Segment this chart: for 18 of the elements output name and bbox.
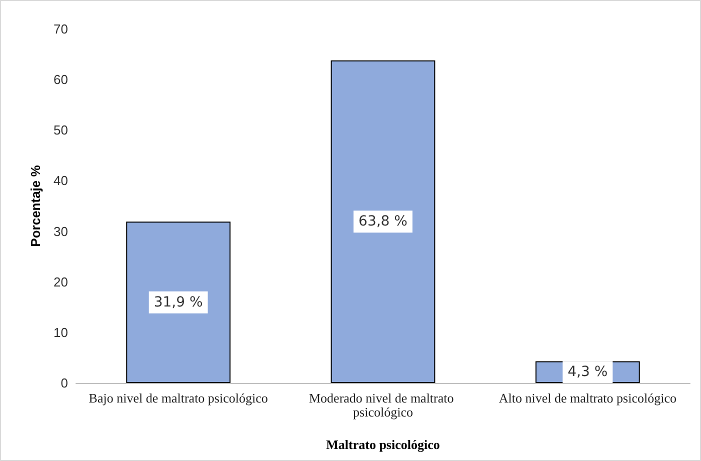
- data-label: 31,9 %: [154, 294, 203, 310]
- y-tick-label: 10: [54, 324, 68, 340]
- bar: [330, 60, 436, 383]
- y-tick-label: 20: [54, 274, 68, 290]
- y-tick-label: 60: [54, 72, 68, 88]
- x-tick-label: Bajo nivel de maltrato psicológico: [88, 390, 268, 406]
- x-tick-label: Moderado nivel de maltrato psicológico: [308, 390, 458, 420]
- data-label: 4,3 %: [568, 364, 608, 380]
- y-tick-label: 30: [54, 224, 68, 239]
- data-label: 63,8 %: [358, 214, 408, 230]
- y-tick-label: 70: [54, 22, 68, 36]
- y-tick-label: 50: [54, 122, 68, 138]
- y-tick-label: 0: [60, 376, 68, 390]
- x-axis-title: Maltrato psicológico: [326, 437, 440, 452]
- x-tick-label: Alto nivel de maltrato psicológico: [498, 390, 676, 406]
- y-axis-title: Porcentaje %: [28, 164, 43, 247]
- y-tick-label: 40: [54, 173, 68, 188]
- bar: [126, 222, 231, 383]
